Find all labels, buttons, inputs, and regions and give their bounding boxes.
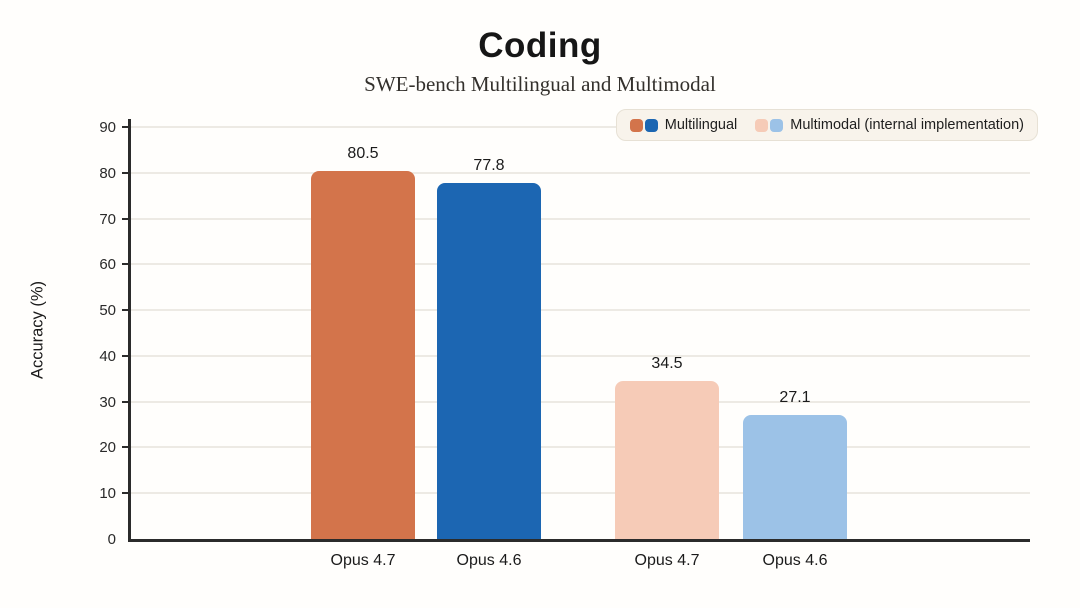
x-tick-label: Opus 4.7 — [330, 552, 396, 569]
y-tick-label: 0 — [107, 531, 116, 548]
legend-swatch-icon — [629, 118, 643, 132]
gridline-y70 — [131, 217, 1030, 220]
gridline-y40 — [131, 354, 1030, 357]
bar-value-label: 80.5 — [347, 144, 379, 162]
y-tick-label: 70 — [99, 210, 116, 228]
bar-multimodal-opus-4-7 — [615, 381, 719, 539]
y-tick-mark — [122, 400, 131, 403]
y-tick-mark — [122, 492, 131, 495]
legend-item: Multimodal (internal implementation) — [755, 117, 1024, 133]
legend-swatches — [755, 118, 784, 132]
y-tick-label: 80 — [99, 164, 116, 182]
plot-area: 0 10 20 30 40 50 60 70 80 90 80.5 Opus 4.7 77.8 Opus … — [99, 119, 1030, 569]
gridline-y80 — [131, 171, 1030, 174]
gridline-y50 — [131, 309, 1030, 312]
x-tick-label: Opus 4.6 — [762, 552, 828, 569]
legend-label: Multilingual — [664, 117, 738, 133]
gridline-y30 — [131, 400, 1030, 403]
y-tick-label: 90 — [99, 119, 116, 136]
legend-item: Multilingual — [629, 117, 738, 133]
gridline-y90 — [131, 126, 1030, 128]
bar-multilingual-opus-4-6 — [437, 182, 541, 539]
chart-title: Coding — [478, 26, 602, 65]
bar-multilingual-opus-4-7 — [311, 170, 415, 539]
y-tick-label: 10 — [99, 485, 116, 503]
legend-swatches — [629, 118, 658, 132]
gridline-y20 — [131, 446, 1030, 449]
gridline-y10 — [131, 492, 1030, 495]
bar-multimodal-opus-4-6 — [743, 414, 847, 539]
legend-swatch-icon — [755, 118, 769, 132]
legend: Multilingual Multimodal (internal impleme… — [615, 109, 1038, 141]
legend-swatch-icon — [770, 118, 784, 132]
y-tick-label: 40 — [99, 347, 116, 365]
y-tick-mark — [122, 126, 131, 128]
y-tick-label: 50 — [99, 302, 116, 320]
x-tick-label: Opus 4.7 — [634, 552, 700, 569]
y-tick-label: 30 — [99, 393, 116, 411]
y-tick-mark — [122, 217, 131, 220]
legend-label: Multimodal (internal implementation) — [790, 117, 1024, 133]
y-tick-mark — [122, 354, 131, 357]
chart-subtitle: SWE-bench Multilingual and Multimodal — [364, 72, 716, 96]
y-axis-title: Accuracy (%) — [28, 280, 47, 380]
y-tick-mark — [122, 171, 131, 174]
gridline-y60 — [131, 263, 1030, 266]
bar-value-label: 27.1 — [779, 388, 811, 406]
bar-value-label: 34.5 — [651, 355, 683, 373]
y-tick-label: 20 — [99, 439, 116, 457]
bar-value-label: 77.8 — [473, 156, 505, 174]
y-tick-label: 60 — [99, 256, 116, 274]
legend-swatch-icon — [644, 118, 658, 132]
y-tick-mark — [122, 263, 131, 266]
x-tick-label: Opus 4.6 — [456, 552, 522, 569]
y-tick-mark — [122, 309, 131, 312]
y-tick-mark — [122, 446, 131, 449]
